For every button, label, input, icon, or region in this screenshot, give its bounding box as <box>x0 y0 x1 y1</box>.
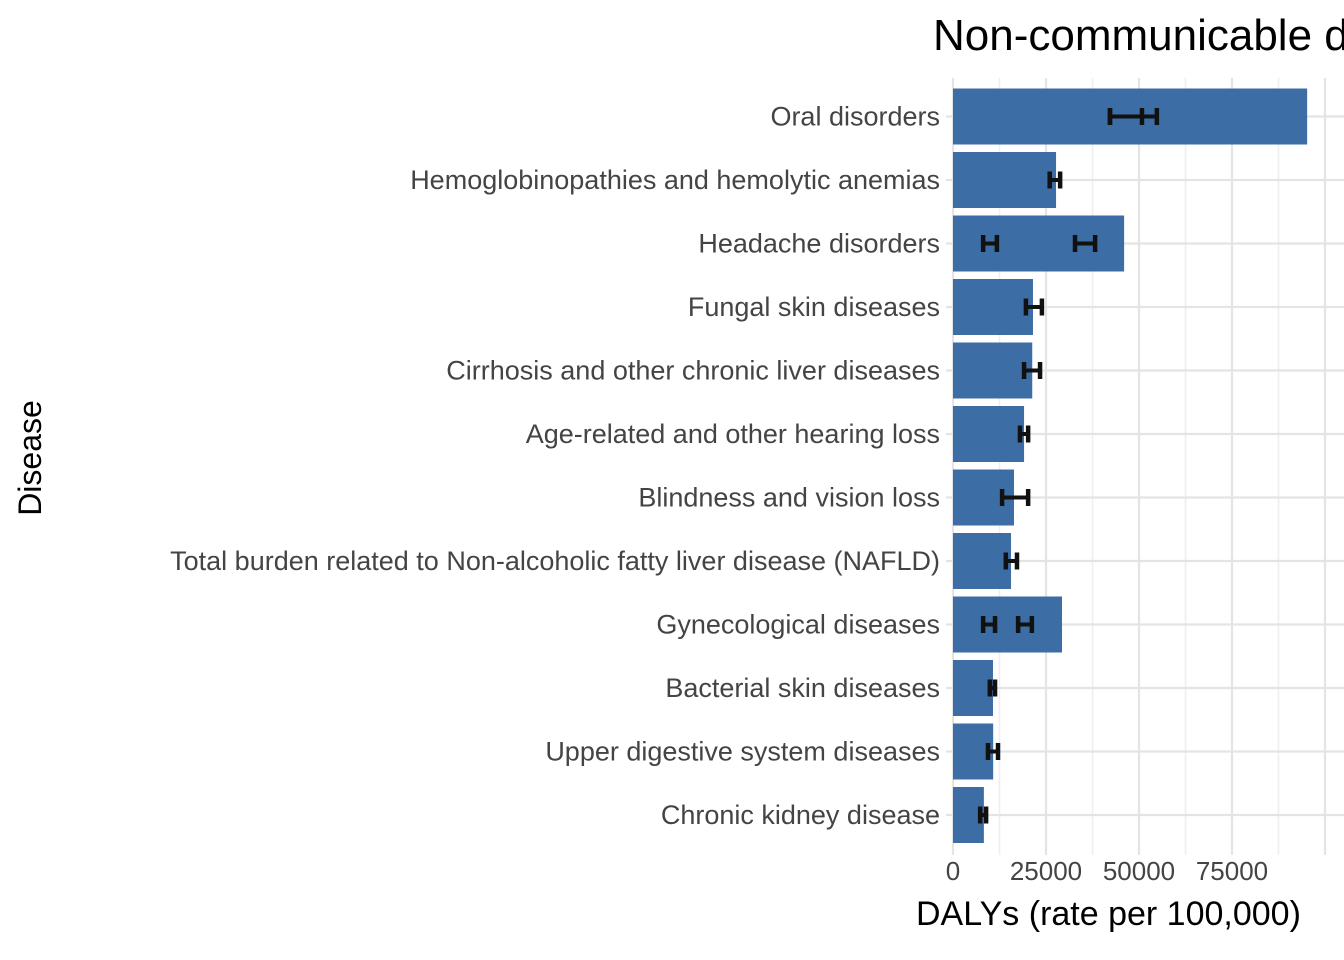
x-tick-label: 25000 <box>1010 856 1082 886</box>
x-tick-label: 75000 <box>1196 856 1268 886</box>
bar <box>953 596 1062 653</box>
y-axis-label: Upper digestive system diseases <box>545 737 940 767</box>
y-axis-label: Blindness and vision loss <box>638 483 940 513</box>
bar <box>953 215 1125 272</box>
y-axis-label: Headache disorders <box>698 229 940 259</box>
x-axis-title: DALYs (rate per 100,000) <box>916 895 1301 933</box>
y-axis-label: Chronic kidney disease <box>661 800 940 830</box>
bar <box>953 279 1033 335</box>
y-axis-label: Oral disorders <box>770 102 940 132</box>
y-axis-label: Total burden related to Non-alcoholic fa… <box>170 546 940 576</box>
y-axis-label: Cirrhosis and other chronic liver diseas… <box>446 356 940 386</box>
bar <box>953 660 993 716</box>
y-axis-label: Bacterial skin diseases <box>665 673 940 703</box>
chart-title: Non-communicable diseases <box>933 11 1344 60</box>
y-axis-label: Gynecological diseases <box>656 610 940 640</box>
bar <box>953 152 1057 208</box>
y-axis-label: Hemoglobinopathies and hemolytic anemias <box>410 165 940 195</box>
bar <box>953 533 1012 589</box>
y-axis-label: Age-related and other hearing loss <box>526 419 940 449</box>
x-tick-label: 50000 <box>1103 856 1175 886</box>
bar <box>953 342 1033 399</box>
bar <box>953 406 1025 462</box>
x-tick-label: 0 <box>946 856 960 886</box>
y-axis-label: Fungal skin diseases <box>688 292 940 322</box>
